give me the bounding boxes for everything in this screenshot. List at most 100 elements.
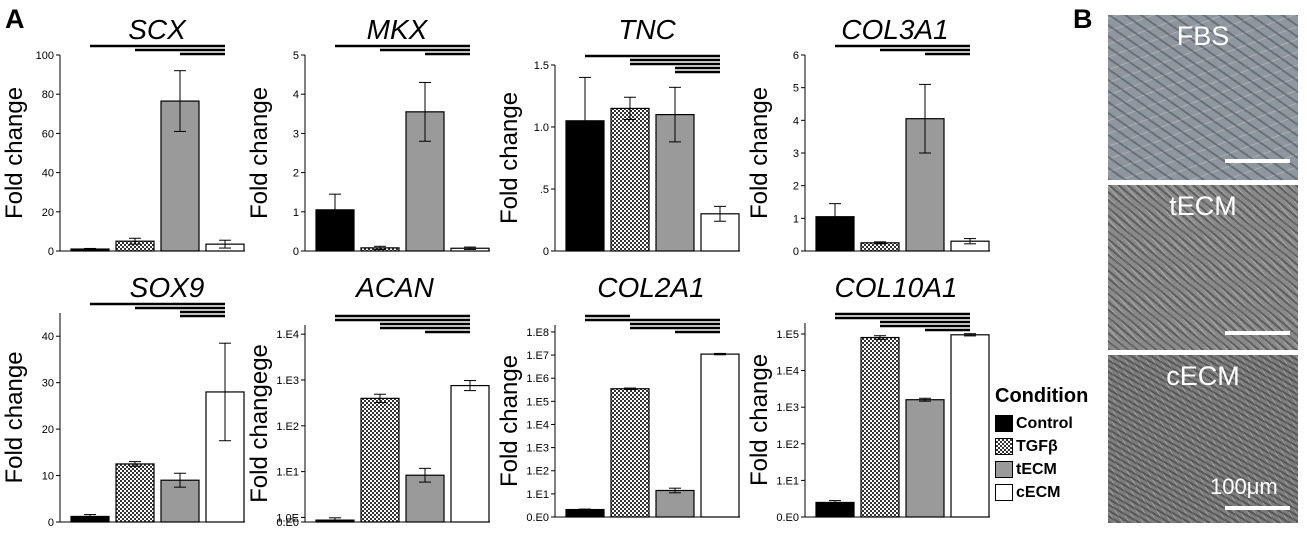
micrograph-fbs: FBS <box>1108 15 1298 180</box>
bar-cecm <box>700 213 740 252</box>
y-tick-label: 1.E4 <box>776 366 799 378</box>
y-tick-label: 60 <box>42 128 54 140</box>
legend-item-cecm: cECM <box>995 481 1105 504</box>
legend-title: Condition <box>995 385 1089 407</box>
chart-title: COL2A1 <box>597 272 704 303</box>
legend-label-tecm: tECM <box>1016 460 1057 478</box>
legend-swatch-cecm <box>995 484 1013 501</box>
y-tick-label: 1.E4 <box>526 419 549 431</box>
bar-cecm <box>450 384 490 523</box>
y-axis-label: Fold change <box>246 87 273 219</box>
micrograph-cecm: cECM <box>1108 355 1298 523</box>
y-tick-label: .5 <box>540 184 549 196</box>
y-tick-label: 1.E1 <box>276 467 299 479</box>
y-tick-label: 20 <box>42 207 54 219</box>
bar-tgfβ <box>610 388 650 518</box>
chart-title: SCX <box>128 14 187 45</box>
chart-sox9: SOX9 Fold change 0 10 20 30 40 <box>1 272 245 529</box>
panel-label-b: B <box>1073 4 1093 34</box>
bar-tgfβ <box>860 336 900 518</box>
bar-tecm <box>405 111 445 252</box>
bar-tecm <box>905 399 945 518</box>
bar-control <box>565 508 605 518</box>
y-axis-label: Fold change <box>746 354 773 486</box>
chart-tnc: TNC Fold change 0 .5 1.0 1.5 <box>496 14 740 258</box>
scale-bar-1 <box>1225 159 1290 163</box>
y-tick-label: 1.E1 <box>526 489 549 501</box>
y-tick-label: 4 <box>293 89 299 101</box>
bar-tgfβ <box>360 397 400 523</box>
chart-title: SOX9 <box>130 272 205 303</box>
bar-cecm <box>700 353 740 518</box>
micrograph-label-tecm: tECM <box>1169 191 1237 221</box>
legend-item-tgfb: TGFβ <box>995 435 1105 458</box>
y-tick-label: 0.E0 <box>776 512 799 524</box>
legend-item-control: Control <box>995 412 1105 435</box>
chart-col3a1: COL3A1 Fold change 0 1 2 3 4 5 6 <box>746 14 990 258</box>
scale-bar-label: 100μm <box>1210 474 1278 499</box>
y-tick-label: 0 <box>48 246 54 258</box>
y-axis-label: Fold changege <box>246 344 273 503</box>
y-tick-label: 4 <box>793 115 799 127</box>
chart-title: ACAN <box>354 272 435 303</box>
y-tick-label: 1.E3 <box>526 443 549 455</box>
chart-title: TNC <box>618 14 676 45</box>
bar-tgfβ <box>115 463 155 523</box>
y-tick-label: 5 <box>793 83 799 95</box>
bar-cecm <box>950 334 990 518</box>
y-axis-label: Fold change <box>1 87 28 219</box>
legend-label-cecm: cECM <box>1016 483 1061 501</box>
y-tick-label: 0 <box>543 246 549 258</box>
bar-tecm <box>655 489 695 518</box>
y-tick-label: 1.E7 <box>526 350 549 362</box>
legend-label-tgfb: TGFβ <box>1016 437 1058 455</box>
chart-scx: SCX Fold change 0 20 40 60 80 100 <box>1 14 245 258</box>
panel-label-a: A <box>5 4 25 34</box>
chart-col2a1: COL2A1 Fold change 0.E0 1.E1 1.E2 1.E3 1.E4 1.E… <box>496 272 740 524</box>
y-tick-label: 1.E5 <box>526 396 549 408</box>
y-axis-label: Fold change <box>496 92 523 224</box>
y-tick-label: 1.E1 <box>776 475 799 487</box>
y-tick-label: 3 <box>793 148 799 160</box>
legend-swatch-tgfb <box>995 438 1013 455</box>
scale-bar-2 <box>1225 331 1290 335</box>
chart-title: MKX <box>367 14 429 45</box>
y-tick-label: 3 <box>293 128 299 140</box>
y-tick-label: 0.E0 <box>276 517 299 529</box>
y-tick-label: 1.5 <box>534 60 549 72</box>
y-tick-label: 0 <box>48 517 54 529</box>
y-axis-label: Fold change <box>746 87 773 219</box>
y-tick-label: 0 <box>793 246 799 258</box>
y-tick-label: 1.E8 <box>526 327 549 339</box>
y-tick-label: 20 <box>42 424 54 436</box>
y-tick-label: 2 <box>293 168 299 180</box>
y-tick-label: 1.E6 <box>526 373 549 385</box>
y-tick-label: 0.E0 <box>526 512 549 524</box>
y-tick-label: 1.E2 <box>776 439 799 451</box>
micrograph-label-cecm: cECM <box>1166 361 1240 391</box>
y-tick-label: 40 <box>42 331 54 343</box>
y-tick-label: 10 <box>42 471 54 483</box>
y-tick-label: 5 <box>293 50 299 62</box>
chart-col10a1: COL10A1 Fold change 0.E0 1.E1 1.E2 1.E3 1.E4 1.… <box>746 272 990 524</box>
y-tick-label: 1 <box>293 207 299 219</box>
y-tick-label: 80 <box>42 89 54 101</box>
y-tick-label: 2 <box>793 181 799 193</box>
y-tick-label: 1.0 <box>534 122 549 134</box>
y-tick-label: 100 <box>36 50 54 62</box>
legend-item-tecm: tECM <box>995 458 1105 481</box>
chart-title: COL3A1 <box>841 14 948 45</box>
y-tick-label: 1.E2 <box>526 466 549 478</box>
y-tick-label: 1.0E <box>276 512 299 524</box>
y-tick-label: 1.E3 <box>776 402 799 414</box>
chart-title: COL10A1 <box>835 272 958 303</box>
legend: Condition Control TGFβ tECM cECM <box>995 385 1105 504</box>
legend-swatch-control <box>995 415 1013 432</box>
y-tick-label: 0 <box>293 246 299 258</box>
y-tick-label: 1.E3 <box>276 375 299 387</box>
scale-bar-3 <box>1225 506 1290 510</box>
chart-mkx: MKX Fold change 0 1 2 3 4 5 <box>246 14 490 258</box>
micrograph-label-fbs: FBS <box>1176 21 1230 51</box>
